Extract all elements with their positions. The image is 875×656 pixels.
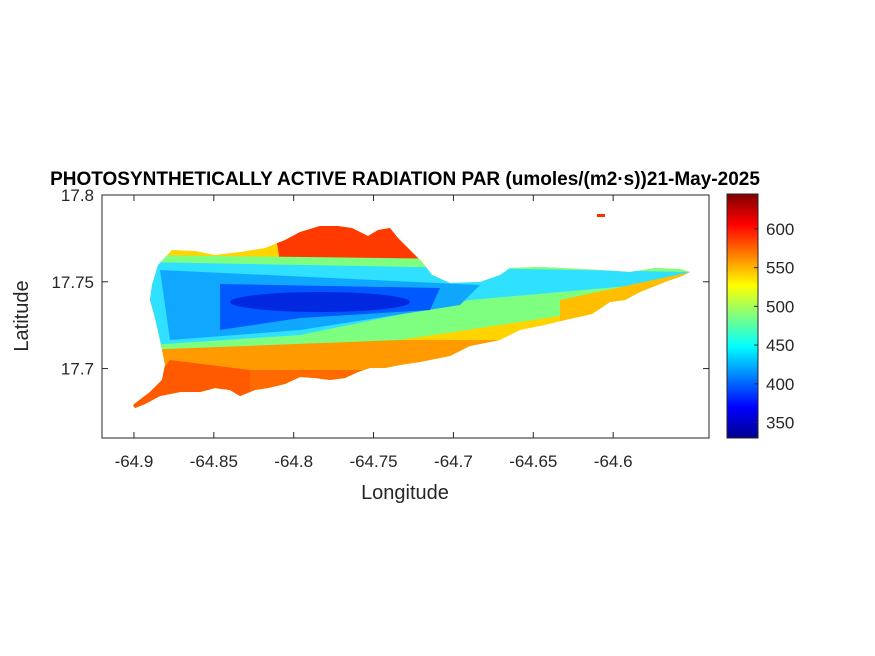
colorbar-tick-label: 350 (766, 414, 794, 433)
colorbar-tick-label: 600 (766, 220, 794, 239)
x-tick-label: -64.7 (434, 452, 473, 471)
x-tick-label: -64.6 (594, 452, 633, 471)
x-tick-label: -64.9 (115, 452, 154, 471)
colorbar-tick-label: 550 (766, 259, 794, 278)
colorbar-tick-label: 400 (766, 375, 794, 394)
x-axis-ticks: -64.9 -64.85 -64.8 -64.75 -64.7 -64.65 -64.6 (115, 195, 633, 471)
x-axis-label: Longitude (361, 482, 449, 504)
islet (597, 214, 605, 217)
darkblue-core (230, 292, 410, 312)
x-tick-label: -64.75 (349, 452, 397, 471)
x-tick-label: -64.85 (190, 452, 238, 471)
x-tick-label: -64.65 (509, 452, 557, 471)
colorbar-ticks: 350 400 450 500 550 600 (754, 220, 794, 433)
y-tick-label: 17.7 (61, 360, 94, 379)
colorbar: 350 400 450 500 550 600 (726, 193, 794, 439)
x-tick-label: -64.8 (274, 452, 313, 471)
chart-title: PHOTOSYNTHETICALLY ACTIVE RADIATION PAR … (50, 169, 760, 190)
colorbar-tick-label: 450 (766, 336, 794, 355)
y-axis-ticks: 17.8 17.75 17.7 (51, 186, 709, 379)
y-tick-label: 17.75 (51, 273, 94, 292)
y-axis-label: Latitude (11, 280, 33, 351)
y-tick-label: 17.8 (61, 186, 94, 205)
colorbar-gradient (726, 193, 759, 439)
colorbar-tick-label: 500 (766, 297, 794, 316)
